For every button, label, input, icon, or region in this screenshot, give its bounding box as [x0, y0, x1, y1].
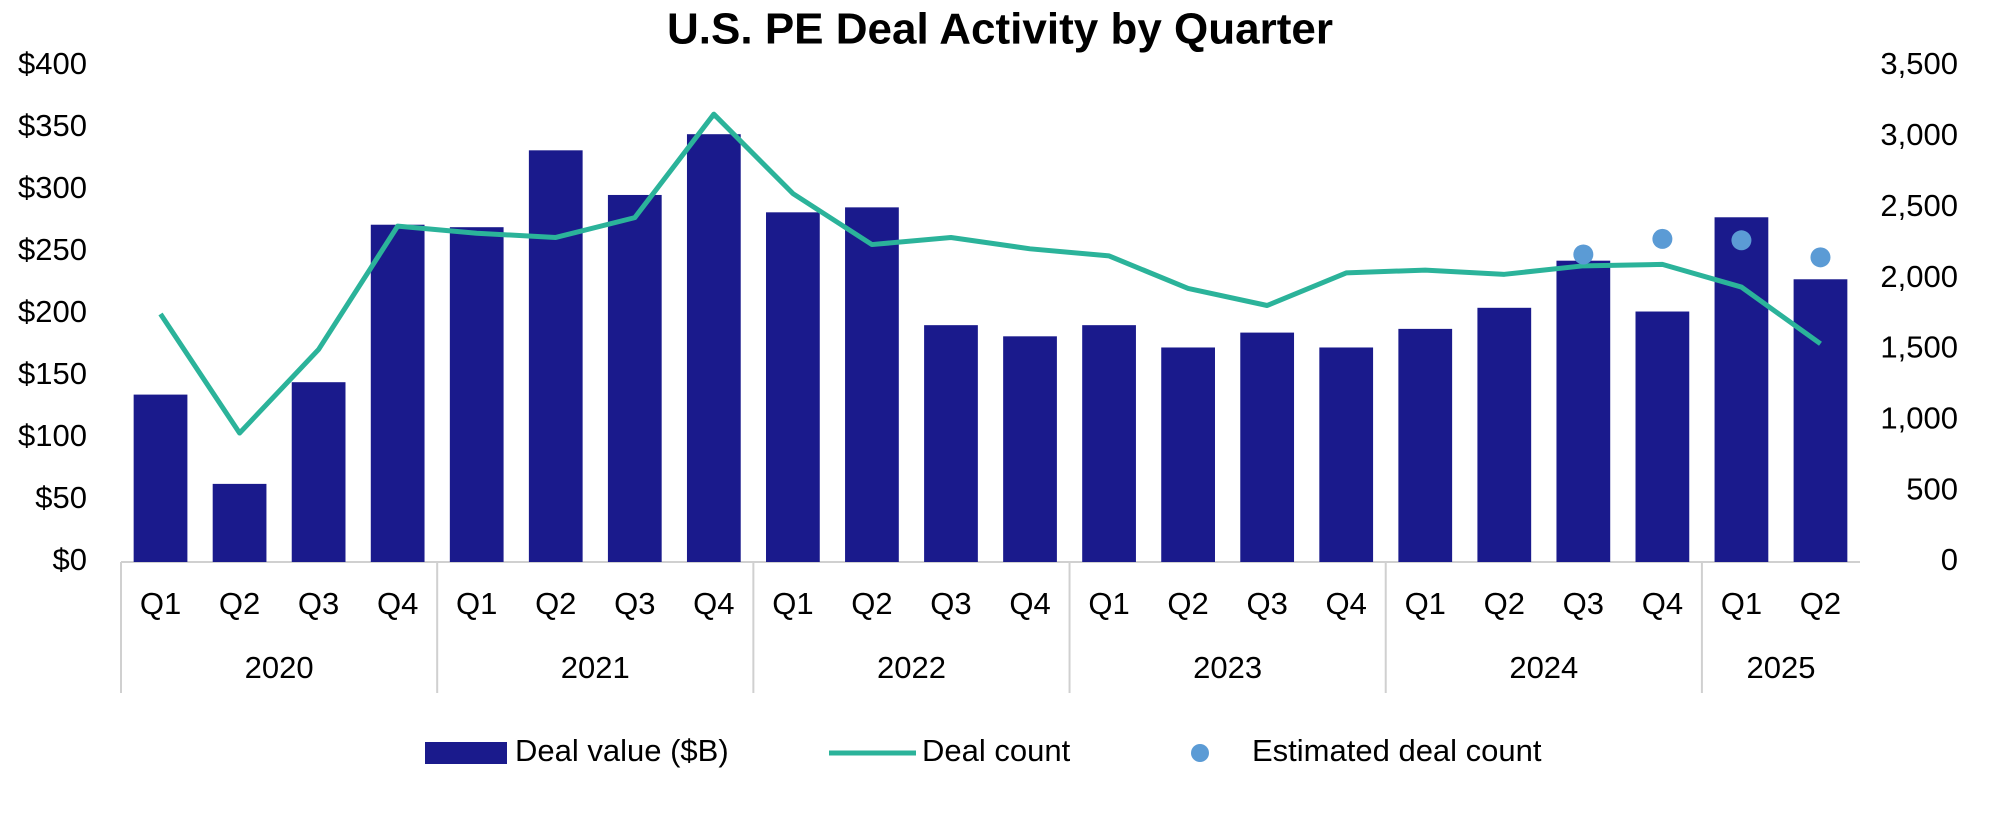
bar [1556, 260, 1611, 562]
bar [528, 150, 583, 562]
legend-swatch [425, 742, 507, 764]
year-label: 2025 [1746, 650, 1815, 685]
year-label: 2021 [561, 650, 630, 685]
x-tick-label: Q2 [1167, 586, 1208, 621]
y2-tick-label: 2,500 [1880, 188, 1958, 223]
x-tick-label: Q2 [535, 586, 576, 621]
bar [924, 325, 978, 562]
bar [1793, 279, 1848, 562]
bar [845, 207, 899, 563]
x-tick-label: Q1 [1721, 586, 1762, 621]
year-label: 2020 [245, 650, 314, 685]
legend-label: Estimated deal count [1252, 733, 1542, 768]
x-tick-label: Q3 [614, 586, 655, 621]
chart-title: U.S. PE Deal Activity by Quarter [667, 5, 1333, 54]
x-tick-label: Q3 [298, 586, 339, 621]
legend-label: Deal count [922, 733, 1071, 768]
bar [1082, 325, 1136, 562]
x-tick-label: Q1 [140, 586, 181, 621]
y2-tick-label: 2,000 [1880, 259, 1958, 294]
y-tick-label: $0 [53, 542, 87, 577]
bar [212, 483, 267, 562]
x-tick-label: Q2 [1484, 586, 1525, 621]
x-tick-label: Q1 [772, 586, 813, 621]
x-tick-label: Q4 [377, 586, 418, 621]
bar [766, 212, 820, 562]
bar [1240, 332, 1295, 562]
y-tick-label: $200 [18, 294, 87, 329]
y-tick-label: $300 [18, 170, 87, 205]
bar [370, 224, 425, 562]
y-tick-label: $400 [18, 46, 87, 81]
x-tick-label: Q4 [693, 586, 734, 621]
bar [686, 134, 741, 562]
y-tick-label: $100 [18, 418, 87, 453]
bar [1003, 336, 1057, 562]
y2-tick-label: 1,500 [1880, 330, 1958, 365]
x-tick-label: Q1 [456, 586, 497, 621]
x-tick-label: Q3 [930, 586, 971, 621]
bar [607, 194, 662, 562]
year-label: 2023 [1193, 650, 1262, 685]
bar [1714, 217, 1769, 562]
x-tick-label: Q2 [851, 586, 892, 621]
y2-tick-label: 3,500 [1880, 46, 1958, 81]
dot [1652, 228, 1673, 249]
y-tick-label: $350 [18, 108, 87, 143]
x-tick-label: Q3 [1563, 586, 1604, 621]
legend-swatch [1191, 744, 1209, 762]
x-tick-label: Q4 [1009, 586, 1050, 621]
bar [291, 382, 346, 562]
bar [1161, 347, 1215, 562]
y-tick-label: $150 [18, 356, 87, 391]
x-tick-label: Q2 [219, 586, 260, 621]
legend-label: Deal value ($B) [515, 733, 729, 768]
y2-tick-label: 1,000 [1880, 400, 1958, 435]
dot [1573, 244, 1594, 265]
year-label: 2022 [877, 650, 946, 685]
x-tick-label: Q4 [1326, 586, 1367, 621]
x-tick-label: Q2 [1800, 586, 1841, 621]
y-tick-label: $250 [18, 232, 87, 267]
bar [133, 394, 188, 562]
x-tick-label: Q4 [1642, 586, 1683, 621]
bar [1398, 328, 1453, 562]
y2-tick-label: 3,000 [1880, 117, 1958, 152]
line [158, 111, 1822, 436]
y2-tick-label: 0 [1941, 542, 1958, 577]
bar [1319, 347, 1374, 562]
bar [1635, 311, 1690, 562]
y-tick-label: $50 [35, 480, 87, 515]
x-tick-label: Q3 [1246, 586, 1287, 621]
dot [1810, 247, 1831, 268]
bar [1477, 307, 1532, 562]
x-tick-label: Q1 [1088, 586, 1129, 621]
bar [449, 227, 504, 562]
y2-tick-label: 500 [1906, 471, 1958, 506]
dot [1731, 230, 1752, 251]
year-label: 2024 [1509, 650, 1578, 685]
x-tick-label: Q1 [1405, 586, 1446, 621]
